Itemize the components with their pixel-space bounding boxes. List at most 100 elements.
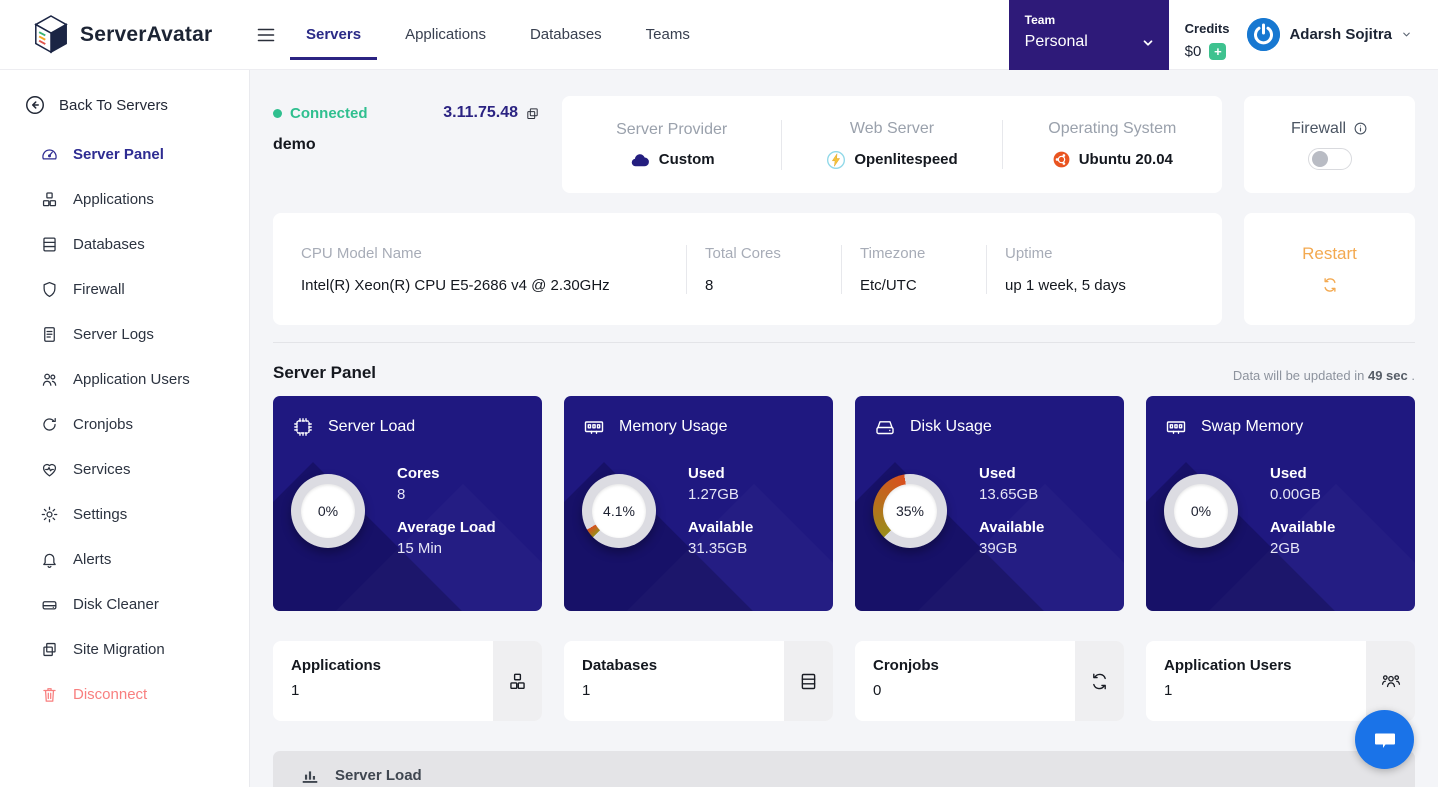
- team-value: Personal: [1025, 33, 1088, 51]
- sidebar-item-databases[interactable]: Databases: [0, 222, 249, 267]
- firewall-toggle[interactable]: [1308, 148, 1352, 170]
- ram-icon: [1164, 415, 1188, 439]
- server-ip: 3.11.75.48: [443, 104, 518, 122]
- chat-bubble-icon: [1371, 726, 1399, 754]
- section-divider: [273, 342, 1415, 343]
- sidebar-item-disk-cleaner[interactable]: Disk Cleaner: [0, 582, 249, 627]
- cpu-info-card: CPU Model Name Intel(R) Xeon(R) CPU E5-2…: [273, 213, 1222, 325]
- swap-memory-card: Swap Memory 0% Used 0.00GB Available 2GB: [1146, 396, 1415, 611]
- disk-usage-card: Disk Usage 35% Used 13.65GB Available 39…: [855, 396, 1124, 611]
- toggle-knob: [1312, 151, 1328, 167]
- swap-memory-gauge: 0%: [1164, 474, 1238, 548]
- applications-counter[interactable]: Applications 1: [273, 641, 542, 721]
- heart-pulse-icon: [40, 460, 59, 479]
- memory-usage-card: Memory Usage 4.1% Used 1.27GB Available …: [564, 396, 833, 611]
- server-load-card: Server Load 0% Cores 8 Average Load 15 M…: [273, 396, 542, 611]
- info-icon[interactable]: [1353, 121, 1368, 136]
- shield-icon: [40, 280, 59, 299]
- sidebar-item-settings[interactable]: Settings: [0, 492, 249, 537]
- server-name: demo: [273, 136, 540, 154]
- credits-label: Credits: [1185, 21, 1230, 36]
- main-content: Connected 3.11.75.48 demo Server Provide…: [250, 70, 1438, 787]
- brand[interactable]: ServerAvatar: [0, 14, 250, 56]
- sidebar-item-applications[interactable]: Applications: [0, 177, 249, 222]
- sidebar-item-server-panel[interactable]: Server Panel: [0, 132, 249, 177]
- update-countdown: Data will be updated in 49 sec .: [1233, 368, 1415, 383]
- users-icon: [40, 370, 59, 389]
- databases-counter[interactable]: Databases 1: [564, 641, 833, 721]
- restart-button[interactable]: Restart: [1244, 213, 1415, 325]
- total-cores: Total Cores 8: [686, 245, 841, 294]
- server-provider: Server Provider Custom: [562, 121, 781, 169]
- copy-icon: [40, 640, 59, 659]
- sidebar-item-services[interactable]: Services: [0, 447, 249, 492]
- ram-icon: [582, 415, 606, 439]
- trash-icon: [40, 685, 59, 704]
- ubuntu-icon: [1052, 150, 1071, 169]
- team-label: Team: [1025, 13, 1088, 27]
- bell-icon: [40, 550, 59, 569]
- credits-block: Credits $0 +: [1169, 10, 1248, 60]
- chat-widget-button[interactable]: [1355, 710, 1414, 769]
- arrow-left-circle-icon: [24, 94, 46, 116]
- brand-name: ServerAvatar: [80, 23, 212, 47]
- status-dot: [273, 109, 282, 118]
- user-avatar: [1247, 18, 1280, 51]
- main-tabs: Servers Applications Databases Teams: [306, 0, 690, 70]
- tab-teams[interactable]: Teams: [646, 0, 690, 70]
- chevron-down-icon: [1141, 36, 1155, 50]
- document-icon: [40, 325, 59, 344]
- copy-ip-icon[interactable]: [525, 106, 540, 121]
- gear-icon: [40, 505, 59, 524]
- counter-cards: Applications 1 Databases 1 Cronjobs 0: [273, 641, 1415, 721]
- cloud-icon: [629, 151, 651, 169]
- connection-status: Connected: [273, 105, 368, 122]
- server-load-gauge: 0%: [291, 474, 365, 548]
- refresh-icon: [40, 415, 59, 434]
- sidebar-item-server-logs[interactable]: Server Logs: [0, 312, 249, 357]
- web-server: Web Server Openlitespeed: [781, 120, 1001, 170]
- hamburger-menu-icon[interactable]: [254, 23, 278, 47]
- credits-value: $0: [1185, 43, 1202, 60]
- sidebar-item-application-users[interactable]: Application Users: [0, 357, 249, 402]
- server-meta-card: Server Provider Custom Web Server Openli…: [562, 96, 1222, 193]
- operating-system: Operating System Ubuntu 20.04: [1002, 120, 1222, 169]
- hdd-icon: [873, 415, 897, 439]
- firewall-card: Firewall: [1244, 96, 1415, 193]
- team-selector[interactable]: Team Personal: [1009, 0, 1169, 70]
- cronjobs-counter[interactable]: Cronjobs 0: [855, 641, 1124, 721]
- add-credits-button[interactable]: +: [1209, 43, 1226, 60]
- user-name: Adarsh Sojitra: [1289, 26, 1392, 43]
- section-title: Server Panel: [273, 363, 376, 383]
- users-group-icon: [1366, 641, 1415, 721]
- sidebar-item-alerts[interactable]: Alerts: [0, 537, 249, 582]
- uptime: Uptime up 1 week, 5 days: [986, 245, 1194, 294]
- sidebar-item-disconnect[interactable]: Disconnect: [0, 672, 249, 717]
- cpu-model: CPU Model Name Intel(R) Xeon(R) CPU E5-2…: [301, 245, 686, 294]
- sidebar-item-cronjobs[interactable]: Cronjobs: [0, 402, 249, 447]
- tab-applications[interactable]: Applications: [405, 0, 486, 70]
- timezone: Timezone Etc/UTC: [841, 245, 986, 294]
- sidebar: Back To Servers Server Panel Application…: [0, 70, 250, 787]
- nav-right: Team Personal Credits $0 + Adarsh S: [1009, 0, 1438, 70]
- top-navigation: ServerAvatar Servers Applications Databa…: [0, 0, 1438, 70]
- gauge-cards: Server Load 0% Cores 8 Average Load 15 M…: [273, 396, 1415, 611]
- tab-databases[interactable]: Databases: [530, 0, 602, 70]
- tab-servers[interactable]: Servers: [306, 0, 361, 70]
- application-users-counter[interactable]: Application Users 1: [1146, 641, 1415, 721]
- openlitespeed-bolt-icon: [826, 150, 846, 170]
- cubes-icon: [493, 641, 542, 721]
- restart-refresh-icon: [1321, 276, 1339, 294]
- back-to-servers[interactable]: Back To Servers: [0, 84, 249, 126]
- user-menu[interactable]: Adarsh Sojitra: [1247, 18, 1438, 51]
- bar-chart-icon: [299, 765, 321, 787]
- database-icon: [784, 641, 833, 721]
- sidebar-item-site-migration[interactable]: Site Migration: [0, 627, 249, 672]
- serveravatar-logo-icon: [32, 14, 70, 56]
- gauge-icon: [40, 145, 59, 164]
- memory-usage-gauge: 4.1%: [582, 474, 656, 548]
- sidebar-item-firewall[interactable]: Firewall: [0, 267, 249, 312]
- refresh-icon: [1075, 641, 1124, 721]
- cpu-chip-icon: [291, 415, 315, 439]
- chevron-down-icon: [1401, 29, 1412, 40]
